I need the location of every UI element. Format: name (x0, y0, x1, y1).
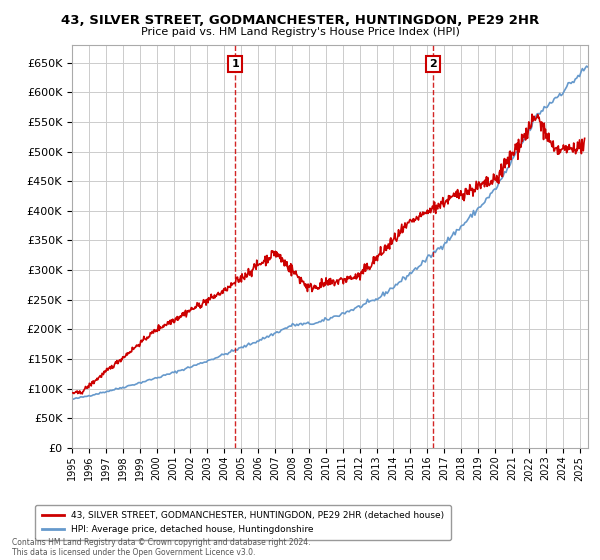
Text: Contains HM Land Registry data © Crown copyright and database right 2024.
This d: Contains HM Land Registry data © Crown c… (12, 538, 311, 557)
Legend: 43, SILVER STREET, GODMANCHESTER, HUNTINGDON, PE29 2HR (detached house), HPI: Av: 43, SILVER STREET, GODMANCHESTER, HUNTIN… (35, 505, 451, 540)
Text: Price paid vs. HM Land Registry's House Price Index (HPI): Price paid vs. HM Land Registry's House … (140, 27, 460, 37)
Text: 1: 1 (231, 59, 239, 69)
Text: 2: 2 (430, 59, 437, 69)
Text: 43, SILVER STREET, GODMANCHESTER, HUNTINGDON, PE29 2HR: 43, SILVER STREET, GODMANCHESTER, HUNTIN… (61, 14, 539, 27)
